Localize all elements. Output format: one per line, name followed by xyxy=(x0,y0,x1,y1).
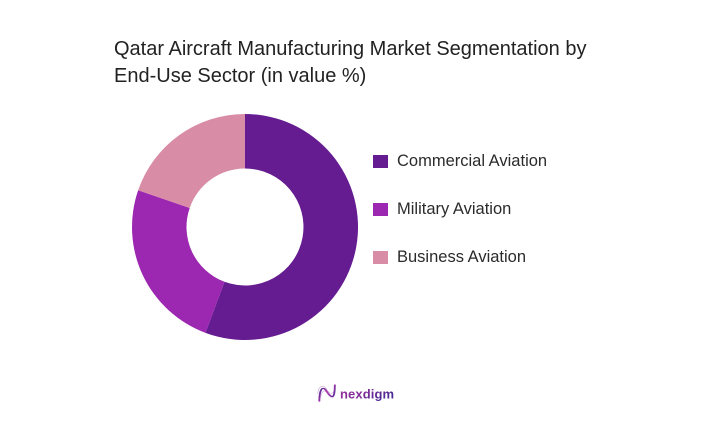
svg-text:nexdigm: nexdigm xyxy=(340,387,394,402)
